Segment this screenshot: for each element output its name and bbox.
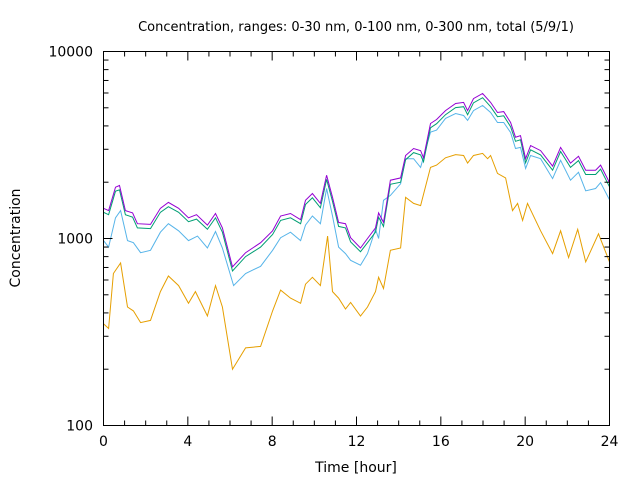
y-tick-label: 10000 bbox=[48, 45, 93, 61]
series-layer bbox=[103, 92, 610, 371]
series-line-0-300-nm bbox=[103, 97, 610, 273]
series-line-0-30-nm bbox=[103, 152, 610, 371]
x-axis-label: Time [hour] bbox=[314, 460, 397, 476]
plot-frame bbox=[103, 51, 610, 426]
y-tick-label: 100 bbox=[66, 419, 93, 435]
x-tick-label: 20 bbox=[516, 434, 534, 450]
series-line-total bbox=[103, 92, 610, 268]
chart-title: Concentration, ranges: 0-30 nm, 0-100 nm… bbox=[138, 20, 574, 35]
x-tick-label: 4 bbox=[183, 434, 192, 450]
series-line-0-100-nm bbox=[103, 104, 610, 287]
x-tick-label: 8 bbox=[268, 434, 277, 450]
y-axis-label: Concentration bbox=[8, 188, 24, 287]
tick-layer: 0 4 8 12 16 20 24 100 1000 10000 bbox=[48, 45, 618, 451]
x-tick-label: 0 bbox=[99, 434, 108, 450]
x-tick-label: 12 bbox=[348, 434, 366, 450]
x-tick-label: 16 bbox=[432, 434, 450, 450]
y-tick-label: 1000 bbox=[57, 232, 93, 248]
x-tick-label: 24 bbox=[601, 434, 619, 450]
